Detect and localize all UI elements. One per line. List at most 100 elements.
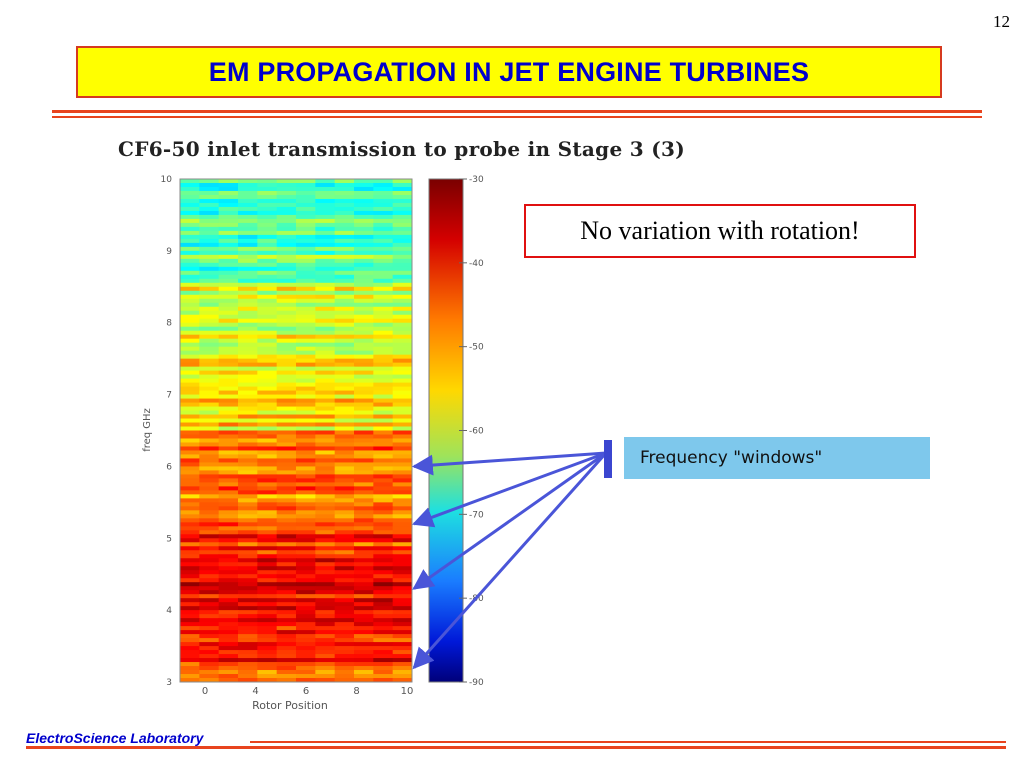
- heatmap-cell: [373, 446, 394, 452]
- heatmap-cell: [354, 678, 374, 682]
- heatmap-cell: [392, 179, 412, 184]
- heatmap-cell: [354, 530, 374, 535]
- heatmap-cell: [373, 438, 394, 444]
- heatmap-cell: [238, 378, 258, 384]
- heatmap-cell: [180, 658, 200, 663]
- heatmap-cell: [218, 514, 239, 519]
- heatmap-cell: [392, 378, 412, 384]
- heatmap-cell: [238, 518, 258, 523]
- heatmap-cell: [334, 538, 355, 543]
- heatmap-cell: [238, 510, 258, 515]
- heatmap-cell: [238, 218, 258, 224]
- heatmap-cell: [392, 654, 412, 659]
- heatmap-cell: [315, 518, 336, 523]
- heatmap-cell: [392, 634, 412, 639]
- heatmap-cell: [315, 290, 336, 296]
- heatmap-cell: [392, 274, 412, 280]
- heatmap-cell: [334, 378, 355, 384]
- heatmap-cell: [199, 602, 220, 607]
- heatmap-cell: [296, 610, 316, 615]
- heatmap-cell: [373, 442, 394, 448]
- heatmap-cell: [238, 382, 258, 388]
- heatmap-cell: [257, 218, 278, 224]
- heatmap-cell: [218, 342, 239, 348]
- heatmap-cell: [257, 458, 278, 464]
- heatmap-cell: [276, 346, 297, 352]
- heatmap-cell: [296, 286, 316, 292]
- heatmap-cell: [296, 206, 316, 212]
- heatmap-cell: [334, 470, 355, 476]
- heatmap-cell: [276, 446, 297, 452]
- heatmap-cell: [315, 234, 336, 240]
- heatmap-cell: [199, 530, 220, 535]
- heatmap-cell: [180, 458, 200, 464]
- heatmap-cell: [354, 586, 374, 591]
- heatmap-cell: [354, 486, 374, 491]
- heatmap-cell: [315, 522, 336, 527]
- heatmap-cell: [373, 450, 394, 456]
- heatmap-cell: [238, 490, 258, 495]
- heatmap-cell: [354, 478, 374, 483]
- heatmap-cell: [373, 314, 394, 320]
- heatmap-cell: [296, 618, 316, 623]
- heatmap-cell: [334, 410, 355, 416]
- heatmap-cell: [218, 490, 239, 495]
- heatmap-cell: [257, 358, 278, 364]
- heatmap-cell: [296, 350, 316, 356]
- heatmap-cell: [334, 570, 355, 575]
- heatmap-cell: [392, 442, 412, 448]
- heatmap-cell: [315, 410, 336, 416]
- heatmap-cell: [296, 346, 316, 352]
- heatmap-cell: [296, 198, 316, 204]
- heatmap-cell: [276, 402, 297, 408]
- heatmap-cell: [354, 654, 374, 659]
- heatmap-cell: [180, 598, 200, 603]
- heatmap-cell: [199, 650, 220, 655]
- heatmap-cell: [257, 302, 278, 308]
- heatmap-cell: [218, 426, 239, 432]
- y-tick-label: 10: [161, 175, 173, 185]
- heatmap-cell: [334, 662, 355, 667]
- heatmap-cell: [354, 494, 374, 499]
- heatmap-cell: [180, 634, 200, 639]
- heatmap-cell: [354, 598, 374, 603]
- heatmap-cell: [180, 286, 200, 292]
- heatmap-cell: [315, 558, 336, 563]
- heatmap-cell: [334, 610, 355, 615]
- heatmap-cell: [354, 514, 374, 519]
- heatmap-cell: [334, 458, 355, 464]
- heatmap-cell: [373, 430, 394, 436]
- heatmap-cell: [276, 414, 297, 420]
- heatmap-cell: [199, 234, 220, 240]
- heatmap-cell: [276, 286, 297, 292]
- heatmap-cell: [296, 446, 316, 452]
- heatmap-cell: [199, 494, 220, 499]
- heatmap-cell: [238, 442, 258, 448]
- heatmap-cell: [199, 538, 220, 543]
- heatmap-cell: [276, 478, 297, 483]
- heatmap-cell: [276, 578, 297, 583]
- heatmap-cell: [238, 554, 258, 559]
- heatmap-cell: [238, 598, 258, 603]
- heatmap-cell: [276, 354, 297, 360]
- heatmap-cell: [392, 650, 412, 655]
- heatmap-cell: [334, 290, 355, 296]
- heatmap-cell: [334, 618, 355, 623]
- heatmap-cell: [218, 298, 239, 304]
- heatmap-cell: [354, 454, 374, 460]
- heatmap-cell: [392, 330, 412, 336]
- heatmap-cell: [257, 650, 278, 655]
- heatmap-cell: [334, 442, 355, 448]
- heatmap-cell: [276, 662, 297, 667]
- heatmap-cell: [238, 354, 258, 360]
- heatmap-cell: [296, 654, 316, 659]
- heatmap-cell: [373, 190, 394, 196]
- heatmap-cell: [180, 414, 200, 420]
- heatmap-cell: [218, 334, 239, 340]
- heatmap-cell: [296, 678, 316, 682]
- heatmap-cell: [218, 226, 239, 232]
- heatmap-cell: [218, 438, 239, 444]
- heatmap-cell: [296, 434, 316, 440]
- heatmap-cell: [296, 250, 316, 256]
- heatmap-cell: [373, 610, 394, 615]
